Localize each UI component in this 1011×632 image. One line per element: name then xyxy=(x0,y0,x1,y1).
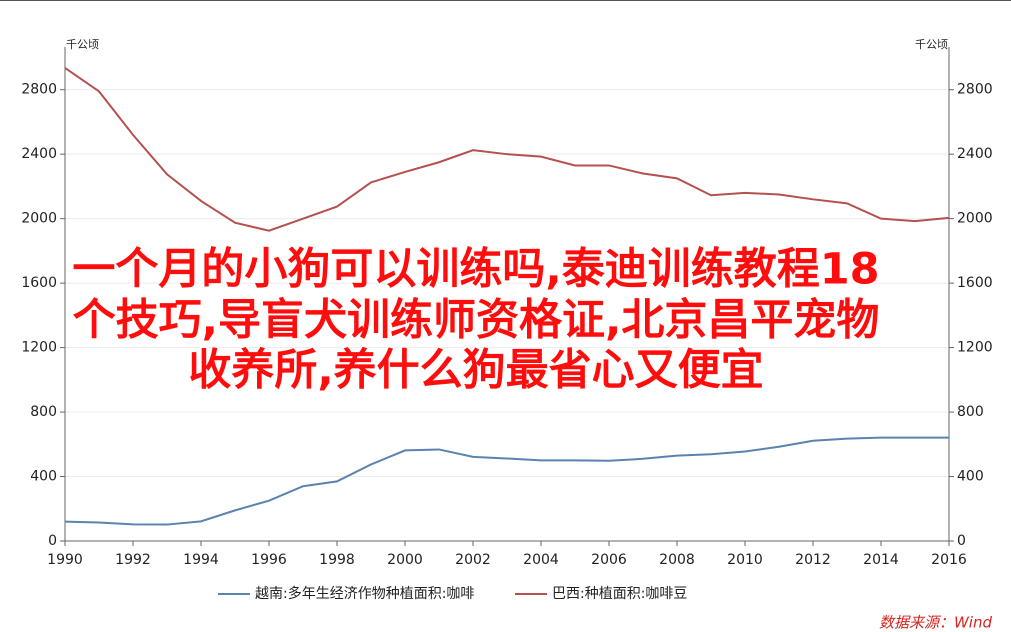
x-tick-label: 2002 xyxy=(455,552,491,568)
y-unit-label: 千公顷 xyxy=(66,38,99,51)
x-tick-label: 2004 xyxy=(523,552,559,568)
overlay-text: 一个月的小狗可以训练吗,泰迪训练教程18 xyxy=(72,245,879,295)
x-tick-label: 2016 xyxy=(931,552,967,568)
overlay-text: 收养所,养什么狗最省心又便宜 xyxy=(188,346,763,396)
line-series xyxy=(64,436,949,526)
y-tick-label: 800 xyxy=(30,404,57,420)
y-tick-label: 2000 xyxy=(21,211,57,227)
y2-tick-label: 2000 xyxy=(957,211,993,227)
y-tick-label: 2800 xyxy=(21,82,57,98)
legend-label: 巴西:种植面积:咖啡豆 xyxy=(552,586,687,602)
y-tick-label: 0 xyxy=(48,533,57,549)
x-tick-label: 1998 xyxy=(319,552,355,568)
x-tick-label: 1990 xyxy=(47,552,83,568)
y2-tick-label: 1600 xyxy=(957,275,993,291)
source: 数据来源：Wind xyxy=(879,614,993,632)
overlay-text: 个技巧,导盲犬训练师资格证,北京昌平宠物 xyxy=(73,296,880,346)
y2-tick-label: 2400 xyxy=(957,146,993,162)
x-tick-label: 2008 xyxy=(659,552,695,568)
y-tick-label: 2400 xyxy=(21,146,57,162)
x-tick-label: 1996 xyxy=(251,552,287,568)
x-tick-label: 2006 xyxy=(591,552,627,568)
x-tick-label: 2000 xyxy=(387,552,423,568)
line-series xyxy=(64,67,950,232)
y2-tick-label: 400 xyxy=(957,469,984,485)
y-tick-label: 1200 xyxy=(21,340,57,356)
x-tick-label: 1994 xyxy=(183,552,219,568)
y2-unit-label: 千公顷 xyxy=(915,38,948,51)
x-tick-label: 2010 xyxy=(727,552,763,568)
y2-tick-label: 800 xyxy=(957,404,984,420)
y2-tick-label: 2800 xyxy=(957,82,993,98)
legend-label: 越南:多年生经济作物种植面积:咖啡 xyxy=(255,585,474,602)
y2-tick-label: 0 xyxy=(957,533,966,549)
x-tick-label: 2014 xyxy=(863,552,899,568)
y2-tick-label: 1200 xyxy=(957,340,993,356)
y-tick-label: 1600 xyxy=(21,275,57,291)
x-tick-label: 1992 xyxy=(115,552,151,568)
y-tick-label: 400 xyxy=(30,469,57,485)
x-tick-label: 2012 xyxy=(795,552,831,568)
